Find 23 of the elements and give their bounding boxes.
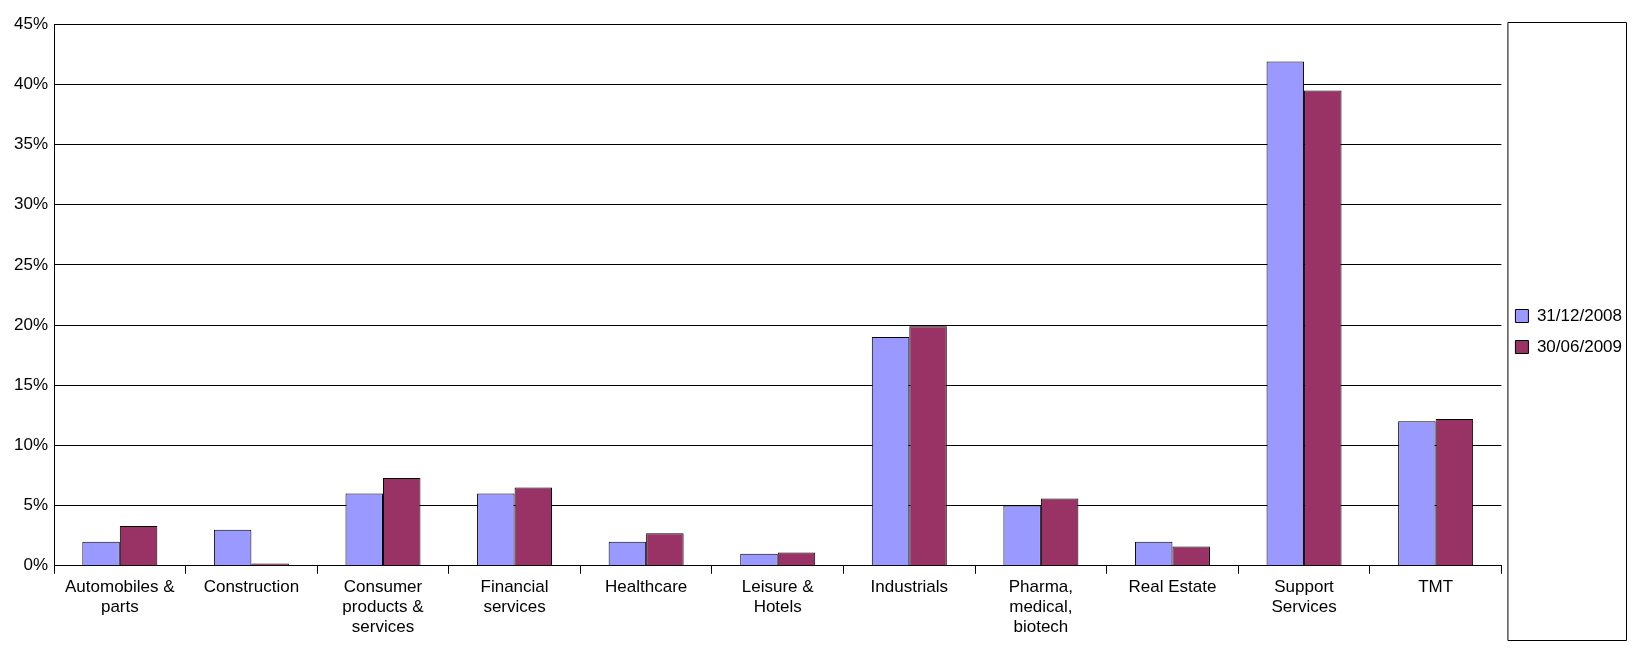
y-tick-label: 5%	[23, 495, 49, 515]
y-tick-label: 25%	[13, 254, 49, 274]
y-tick-label: 15%	[13, 374, 49, 394]
y-tick-label: 10%	[13, 435, 49, 455]
x-tick-label: TMT	[1418, 576, 1454, 596]
y-tick-label: 45%	[13, 13, 49, 33]
y-tick-label: 0%	[23, 555, 49, 575]
legend-label: 30/06/2009	[1536, 336, 1623, 356]
x-tick-label: Leisure & Hotels	[741, 576, 815, 617]
x-tick-label: Industrials	[870, 576, 949, 596]
x-tick-label: Pharma, medical, biotech	[1008, 576, 1074, 637]
x-tick-label: Financial services	[480, 576, 549, 617]
x-tick-label: Support Services	[1271, 576, 1337, 617]
x-tick-label: Real Estate	[1128, 576, 1217, 596]
y-tick-label: 35%	[13, 134, 49, 154]
x-tick-label: Construction	[203, 576, 300, 596]
x-tick-label: Healthcare	[605, 576, 688, 596]
legend-label: 31/12/2008	[1536, 305, 1623, 325]
y-tick-label: 30%	[13, 194, 49, 214]
y-tick-label: 20%	[13, 314, 49, 334]
y-tick-label: 40%	[13, 74, 49, 94]
x-tick-label: Consumer products & services	[342, 576, 425, 637]
x-tick-label: Automobiles & parts	[65, 576, 176, 617]
